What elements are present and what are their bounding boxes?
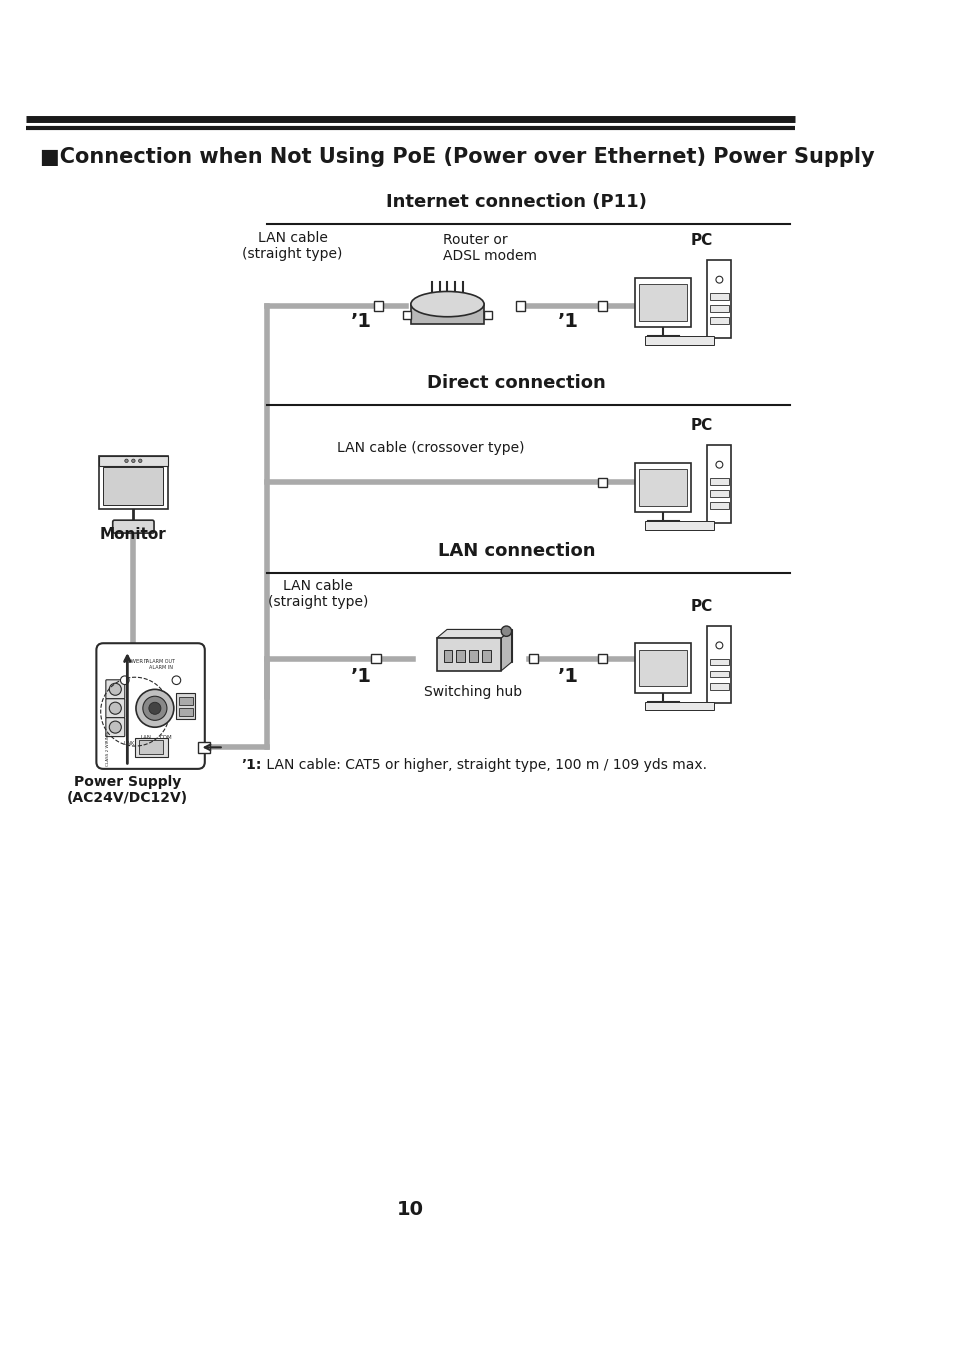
Circle shape	[125, 459, 128, 462]
Text: Router or
ADSL modem: Router or ADSL modem	[443, 232, 537, 263]
Text: POWER: POWER	[123, 659, 143, 663]
Bar	[709, 503, 728, 509]
Circle shape	[110, 703, 121, 715]
Bar	[635, 462, 690, 512]
Text: Power Supply
(AC24V/DC12V): Power Supply (AC24V/DC12V)	[67, 775, 188, 805]
Bar	[528, 654, 537, 663]
Bar	[597, 654, 606, 663]
Bar	[709, 478, 728, 485]
Bar	[644, 336, 714, 345]
Bar	[709, 658, 728, 666]
Circle shape	[110, 684, 121, 696]
Bar	[403, 311, 411, 319]
Bar	[456, 650, 465, 662]
Bar	[179, 708, 193, 716]
Bar	[176, 693, 195, 719]
Bar	[709, 670, 728, 677]
Bar	[135, 738, 168, 757]
Text: COM: COM	[159, 735, 172, 740]
Text: ■Connection when Not Using PoE (Power over Ethernet) Power Supply: ■Connection when Not Using PoE (Power ov…	[39, 147, 873, 166]
Bar	[639, 285, 686, 320]
Circle shape	[500, 626, 511, 636]
Bar	[709, 490, 728, 497]
FancyBboxPatch shape	[106, 680, 125, 698]
Bar	[709, 293, 728, 300]
Bar	[639, 650, 686, 686]
Bar	[635, 277, 690, 327]
Bar	[99, 455, 168, 466]
Circle shape	[715, 642, 722, 648]
Bar	[443, 650, 452, 662]
Bar	[644, 521, 714, 530]
Circle shape	[138, 459, 142, 462]
Text: ALARM IN: ALARM IN	[149, 665, 172, 670]
Bar	[709, 317, 728, 324]
Text: ’1: ’1	[351, 312, 372, 331]
Text: ’1: ’1	[557, 667, 578, 686]
Bar	[469, 650, 477, 662]
Text: Direct connection: Direct connection	[427, 374, 605, 392]
Text: LAN cable
(straight type): LAN cable (straight type)	[242, 231, 342, 261]
Circle shape	[132, 459, 135, 462]
Text: Internet connection (P11): Internet connection (P11)	[385, 193, 646, 211]
Text: LAN cable (crossover type): LAN cable (crossover type)	[336, 440, 523, 455]
Text: 10: 10	[396, 1200, 423, 1219]
Bar	[374, 301, 383, 311]
Circle shape	[149, 703, 161, 715]
Bar	[99, 455, 168, 509]
Text: PC: PC	[689, 598, 712, 613]
Text: ’1: ’1	[351, 667, 372, 686]
Bar	[639, 469, 686, 505]
Text: Switching hub: Switching hub	[424, 685, 522, 698]
Bar	[516, 301, 525, 311]
Text: ’1: ’1	[557, 312, 578, 331]
Bar	[635, 643, 690, 693]
Text: ALARM OUT: ALARM OUT	[146, 659, 175, 663]
Bar	[644, 701, 714, 711]
Ellipse shape	[411, 292, 483, 316]
Bar	[411, 304, 483, 324]
Circle shape	[143, 696, 167, 720]
Circle shape	[715, 276, 722, 284]
Text: LAN: LAN	[141, 735, 152, 740]
Text: Monitor: Monitor	[100, 527, 167, 542]
Bar	[179, 697, 193, 705]
Bar	[103, 467, 163, 505]
Circle shape	[110, 721, 121, 734]
Bar	[709, 682, 728, 689]
Text: PC: PC	[689, 234, 712, 249]
Text: ’1:: ’1:	[241, 758, 261, 771]
Polygon shape	[447, 630, 511, 662]
Circle shape	[715, 461, 722, 467]
Text: CLASS 2 WIRING: CLASS 2 WIRING	[107, 731, 111, 766]
Bar	[482, 650, 491, 662]
Bar	[706, 261, 731, 338]
Text: LAN connection: LAN connection	[437, 542, 595, 559]
Bar	[709, 305, 728, 312]
Bar	[706, 626, 731, 704]
Text: LAN cable
(straight type): LAN cable (straight type)	[268, 580, 368, 609]
FancyBboxPatch shape	[106, 698, 125, 717]
Text: LINK: LINK	[123, 740, 134, 746]
Bar	[706, 446, 731, 523]
Text: IT: IT	[144, 659, 149, 663]
Bar	[597, 301, 606, 311]
FancyBboxPatch shape	[96, 643, 205, 769]
Polygon shape	[500, 630, 511, 670]
Bar	[597, 478, 606, 488]
Bar	[436, 638, 500, 670]
FancyBboxPatch shape	[106, 717, 125, 736]
Bar	[483, 311, 491, 319]
Bar	[197, 742, 210, 753]
Circle shape	[120, 676, 129, 685]
Bar	[371, 654, 380, 663]
Circle shape	[136, 689, 173, 727]
Circle shape	[172, 676, 180, 685]
Polygon shape	[436, 630, 511, 638]
Bar	[138, 740, 162, 754]
FancyBboxPatch shape	[112, 520, 153, 534]
Text: LAN cable: CAT5 or higher, straight type, 100 m / 109 yds max.: LAN cable: CAT5 or higher, straight type…	[262, 758, 707, 771]
Text: PC: PC	[689, 419, 712, 434]
